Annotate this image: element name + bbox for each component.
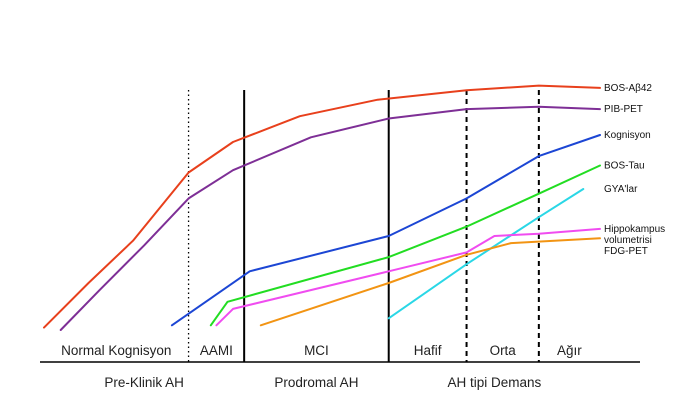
series-label-hippokampus: Hippokampus xyxy=(604,224,665,235)
series-line-bos-ab42 xyxy=(43,84,601,329)
series-label-fdg-pet: FDG-PET xyxy=(604,246,648,257)
series-label-volumetrisi: volumetrisi xyxy=(604,235,652,246)
stage-label-orta: Orta xyxy=(490,343,517,358)
series-label-bos-ab42: BOS-Aβ42 xyxy=(604,83,652,94)
phase-label-prodromal-ah: Prodromal AH xyxy=(274,375,358,390)
series-line-kognisyon xyxy=(170,134,601,327)
phase-labels: Pre-Klinik AH Prodromal AH AH tipi Demans xyxy=(104,375,541,390)
stage-label-hafif: Hafif xyxy=(414,343,442,358)
series-line-fdg-pet xyxy=(259,237,601,327)
series-line-pib-pet xyxy=(59,105,601,331)
series-label-kognisyon: Kognisyon xyxy=(604,130,651,141)
phase-label-ah-tipi-demans: AH tipi Demans xyxy=(447,375,541,390)
series-lines xyxy=(43,84,601,331)
stage-boundaries xyxy=(187,90,540,362)
stage-labels: Normal Kognisyon AAMI MCI Hafif Orta Ağır xyxy=(61,343,582,358)
series-label-pib-pet: PIB-PET xyxy=(604,104,643,115)
series-line-gya-lar xyxy=(387,188,585,320)
stage-label-agir: Ağır xyxy=(557,343,582,358)
stage-label-aami: AAMI xyxy=(200,343,233,358)
series-label-bos-tau: BOS-Tau xyxy=(604,161,645,172)
phase-label-pre-klinik-ah: Pre-Klinik AH xyxy=(104,375,184,390)
series-line-bos-tau xyxy=(209,164,601,327)
stage-label-normal-kognisyon: Normal Kognisyon xyxy=(61,343,171,358)
series-line-hippokampus-volumetrisi xyxy=(215,227,601,327)
stage-label-mci: MCI xyxy=(304,343,329,358)
series-labels: BOS-Aβ42 PIB-PET Kognisyon BOS-Tau GYA'lar Hi… xyxy=(604,83,665,257)
series-label-gya-lar: GYA'lar xyxy=(604,184,638,195)
